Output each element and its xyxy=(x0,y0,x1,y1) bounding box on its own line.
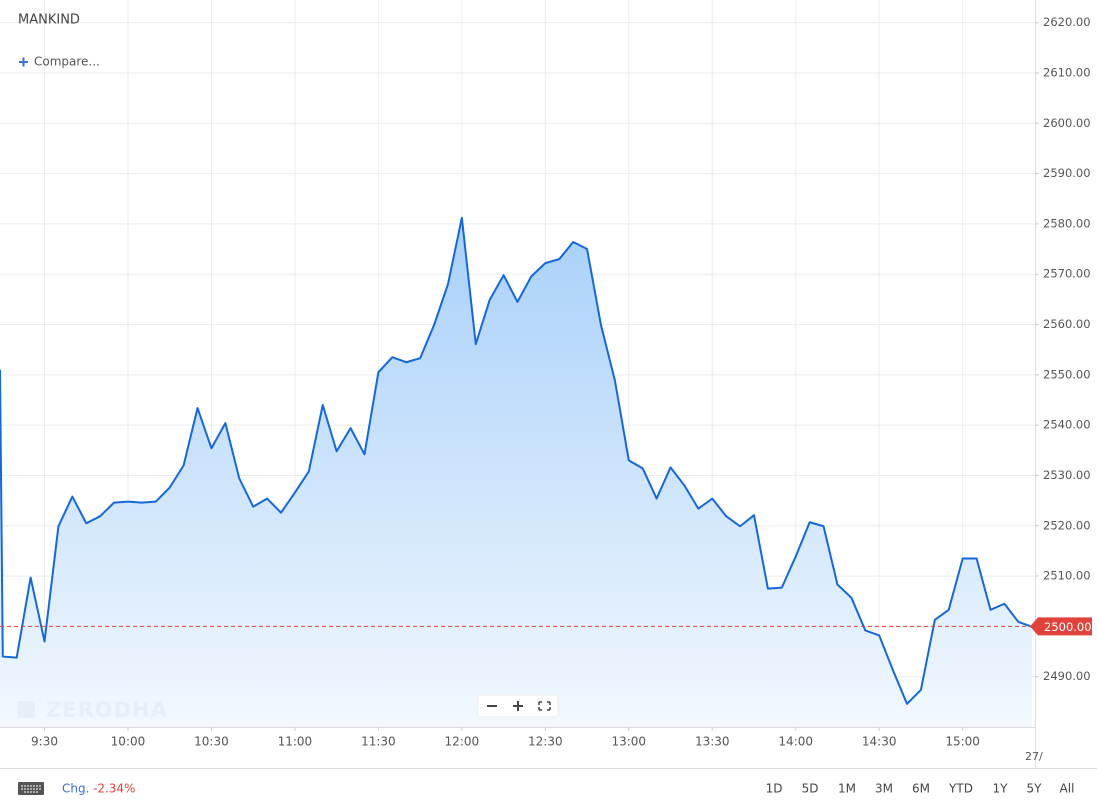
y-tick-label: 2600.00 xyxy=(1043,116,1091,130)
symbol-title: MANKIND xyxy=(18,13,80,28)
y-tick-label: 2530.00 xyxy=(1043,468,1091,482)
range-button[interactable]: 1M xyxy=(838,782,856,796)
x-tick-label: 12:30 xyxy=(528,735,563,749)
compare-label[interactable]: Compare... xyxy=(34,55,100,69)
last-price-label: 2500.00 xyxy=(1044,620,1092,634)
y-tick-label: 2510.00 xyxy=(1043,569,1091,583)
area-fill xyxy=(0,217,1033,727)
x-tick-label: 13:00 xyxy=(611,735,646,749)
y-tick-label: 2570.00 xyxy=(1043,267,1091,281)
x-tick-label: 10:00 xyxy=(111,735,146,749)
range-button[interactable]: All xyxy=(1060,782,1075,796)
x-tick-label: 11:00 xyxy=(278,735,313,749)
y-tick-label: 2580.00 xyxy=(1043,216,1091,230)
x-tick-label: 15:00 xyxy=(945,735,980,749)
y-tick-label: 2610.00 xyxy=(1043,65,1091,79)
zoom-in[interactable] xyxy=(513,701,523,711)
range-button[interactable]: YTD xyxy=(948,782,973,796)
range-button[interactable]: 5D xyxy=(802,782,819,796)
range-button[interactable]: 3M xyxy=(875,782,893,796)
y-tick-label: 2620.00 xyxy=(1043,15,1091,29)
y-tick-label: 2550.00 xyxy=(1043,367,1091,381)
watermark: ZERODHA xyxy=(46,698,168,722)
y-tick-label: 2540.00 xyxy=(1043,418,1091,432)
y-tick-label: 2590.00 xyxy=(1043,166,1091,180)
range-button[interactable]: 1D xyxy=(766,782,783,796)
y-tick-label: 2520.00 xyxy=(1043,518,1091,532)
zoom-controls xyxy=(477,694,559,718)
plus-icon xyxy=(19,57,28,67)
x-tick-label: 14:00 xyxy=(778,735,813,749)
range-button[interactable]: 6M xyxy=(912,782,930,796)
x-tick-label: 11:30 xyxy=(361,735,396,749)
compare-button[interactable]: Compare... xyxy=(19,55,100,69)
x-tick-label: 14:30 xyxy=(862,735,897,749)
y-tick-label: 2490.00 xyxy=(1043,669,1091,683)
x-tick-label: 13:30 xyxy=(695,735,730,749)
zoom-reset[interactable] xyxy=(538,701,551,711)
keyboard-keys xyxy=(21,785,41,793)
range-button[interactable]: 1Y xyxy=(993,782,1009,796)
price-line xyxy=(0,216,1033,705)
range-button[interactable]: 5Y xyxy=(1027,782,1043,796)
keyboard-icon[interactable] xyxy=(18,782,44,795)
x-tick-label: 10:30 xyxy=(194,735,229,749)
change-label: Chg. xyxy=(62,782,89,796)
y-tick-label: 2560.00 xyxy=(1043,317,1091,331)
change-value: -2.34% xyxy=(93,782,135,796)
watermark-logo xyxy=(18,701,35,718)
date-marker: 27/ xyxy=(1025,750,1043,763)
last-price-tag xyxy=(1030,617,1092,636)
x-tick-label: 12:00 xyxy=(445,735,480,749)
x-tick-label: 9:30 xyxy=(31,735,58,749)
